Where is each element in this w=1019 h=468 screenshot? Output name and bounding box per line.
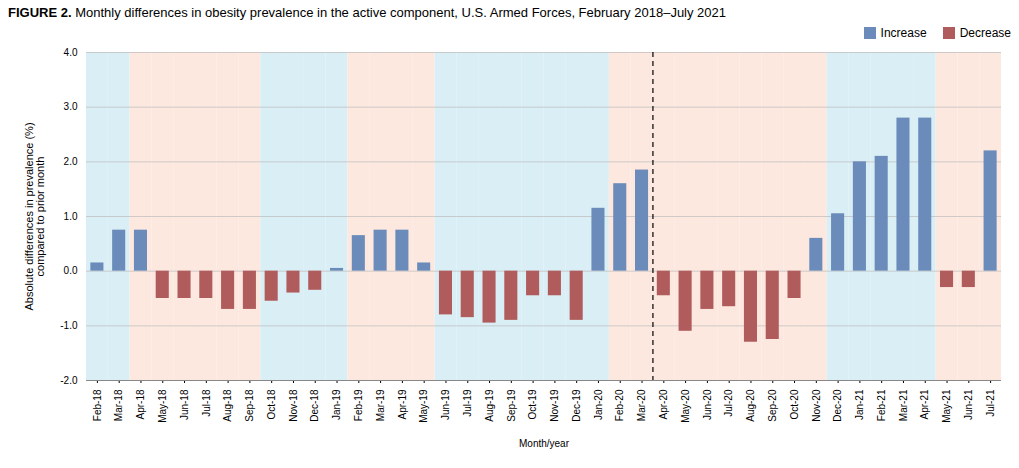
svg-text:May-18: May-18 xyxy=(157,389,168,423)
svg-text:1.0: 1.0 xyxy=(64,211,78,222)
svg-text:Sep-19: Sep-19 xyxy=(506,389,517,422)
svg-text:Absolute differences in preval: Absolute differences in prevalence (%)co… xyxy=(23,122,46,310)
svg-text:-1.0: -1.0 xyxy=(60,320,78,331)
svg-text:Aug-20: Aug-20 xyxy=(745,389,756,422)
svg-text:Feb-21: Feb-21 xyxy=(876,389,887,421)
svg-text:Jan-19: Jan-19 xyxy=(331,389,342,420)
svg-text:Oct-18: Oct-18 xyxy=(266,389,277,419)
svg-text:Dec-20: Dec-20 xyxy=(832,389,843,422)
svg-text:Jul-20: Jul-20 xyxy=(723,389,734,417)
svg-text:Apr-19: Apr-19 xyxy=(397,389,408,419)
svg-text:May-21: May-21 xyxy=(941,389,952,423)
svg-text:Feb-18: Feb-18 xyxy=(92,389,103,421)
svg-text:Oct-19: Oct-19 xyxy=(527,389,538,419)
svg-text:Mar-21: Mar-21 xyxy=(898,389,909,421)
svg-text:Dec-19: Dec-19 xyxy=(571,389,582,422)
svg-text:Apr-21: Apr-21 xyxy=(919,389,930,419)
html-text:Increase: Increase xyxy=(880,26,927,40)
svg-text:Jun-18: Jun-18 xyxy=(179,389,190,420)
svg-text:Month/year: Month/year xyxy=(519,438,570,449)
svg-text:Mar-20: Mar-20 xyxy=(636,389,647,421)
svg-text:Nov-18: Nov-18 xyxy=(288,389,299,422)
svg-text:3.0: 3.0 xyxy=(64,101,78,112)
svg-text:Oct-20: Oct-20 xyxy=(789,389,800,419)
svg-text:Sep-18: Sep-18 xyxy=(244,389,255,422)
svg-text:-2.0: -2.0 xyxy=(60,375,78,386)
svg-text:Jun-20: Jun-20 xyxy=(702,389,713,420)
svg-text:Jul-19: Jul-19 xyxy=(462,389,473,417)
svg-text:Aug-18: Aug-18 xyxy=(222,389,233,422)
svg-text:0.0: 0.0 xyxy=(64,265,78,276)
svg-text:Mar-18: Mar-18 xyxy=(113,389,124,421)
svg-text:May-20: May-20 xyxy=(680,389,691,423)
svg-text:Nov-19: Nov-19 xyxy=(549,389,560,422)
html-text:FIGURE 2. Monthly differences: FIGURE 2. Monthly differences in obesity… xyxy=(8,5,726,20)
svg-text:May-19: May-19 xyxy=(418,389,429,423)
svg-text:Jul-18: Jul-18 xyxy=(201,389,212,417)
svg-text:Feb-19: Feb-19 xyxy=(353,389,364,421)
svg-text:Nov-20: Nov-20 xyxy=(811,389,822,422)
svg-text:2.0: 2.0 xyxy=(64,156,78,167)
svg-text:Aug-19: Aug-19 xyxy=(484,389,495,422)
svg-text:Sep-20: Sep-20 xyxy=(767,389,778,422)
svg-text:Apr-20: Apr-20 xyxy=(658,389,669,419)
svg-text:Jan-20: Jan-20 xyxy=(593,389,604,420)
svg-text:Apr-18: Apr-18 xyxy=(135,389,146,419)
svg-text:Dec-18: Dec-18 xyxy=(309,389,320,422)
svg-text:Jan-21: Jan-21 xyxy=(854,389,865,420)
html-text:Decrease: Decrease xyxy=(959,26,1011,40)
svg-text:4.0: 4.0 xyxy=(64,47,78,58)
svg-text:Feb-20: Feb-20 xyxy=(614,389,625,421)
svg-text:Jun-21: Jun-21 xyxy=(963,389,974,420)
svg-text:Mar-19: Mar-19 xyxy=(375,389,386,421)
svg-text:Jun-19: Jun-19 xyxy=(440,389,451,420)
svg-text:Jul-21: Jul-21 xyxy=(985,389,996,417)
